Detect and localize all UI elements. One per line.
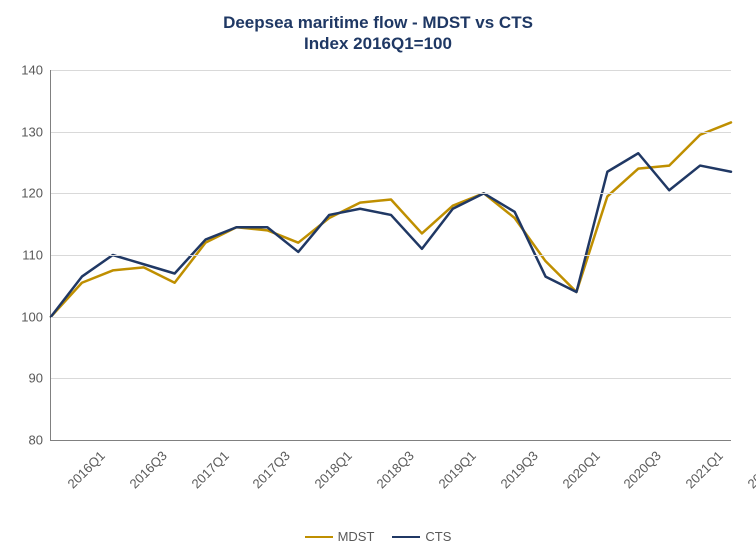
legend-item-cts: CTS [392, 529, 451, 544]
gridline [51, 70, 731, 71]
legend-swatch [305, 536, 333, 538]
series-line-mdst [51, 122, 731, 316]
x-tick-label: 2017Q1 [188, 448, 231, 491]
x-tick-label: 2021Q1 [683, 448, 726, 491]
x-tick-label: 2018Q1 [312, 448, 355, 491]
chart-title: Deepsea maritime flow - MDST vs CTS Inde… [0, 12, 756, 55]
x-tick-label: 2020Q1 [559, 448, 602, 491]
chart-title-line2: Index 2016Q1=100 [0, 33, 756, 54]
x-tick-label: 2019Q3 [497, 448, 540, 491]
gridline [51, 255, 731, 256]
x-tick-label: 2016Q1 [65, 448, 108, 491]
plot-area: 80901001101201301402016Q12016Q32017Q1201… [50, 70, 731, 441]
legend-swatch [392, 536, 420, 538]
legend-label: MDST [338, 529, 375, 544]
gridline [51, 317, 731, 318]
legend: MDST CTS [0, 529, 756, 544]
chart-title-line1: Deepsea maritime flow - MDST vs CTS [0, 12, 756, 33]
x-tick-label: 2020Q3 [621, 448, 664, 491]
x-tick-label: 2017Q3 [250, 448, 293, 491]
x-tick-label: 2018Q3 [374, 448, 417, 491]
gridline [51, 378, 731, 379]
gridline [51, 193, 731, 194]
legend-label: CTS [425, 529, 451, 544]
gridline [51, 132, 731, 133]
x-tick-label: 2021Q3 [745, 448, 756, 491]
chart-container: Deepsea maritime flow - MDST vs CTS Inde… [0, 0, 756, 550]
x-tick-label: 2019Q1 [435, 448, 478, 491]
x-tick-label: 2016Q3 [126, 448, 169, 491]
legend-item-mdst: MDST [305, 529, 375, 544]
